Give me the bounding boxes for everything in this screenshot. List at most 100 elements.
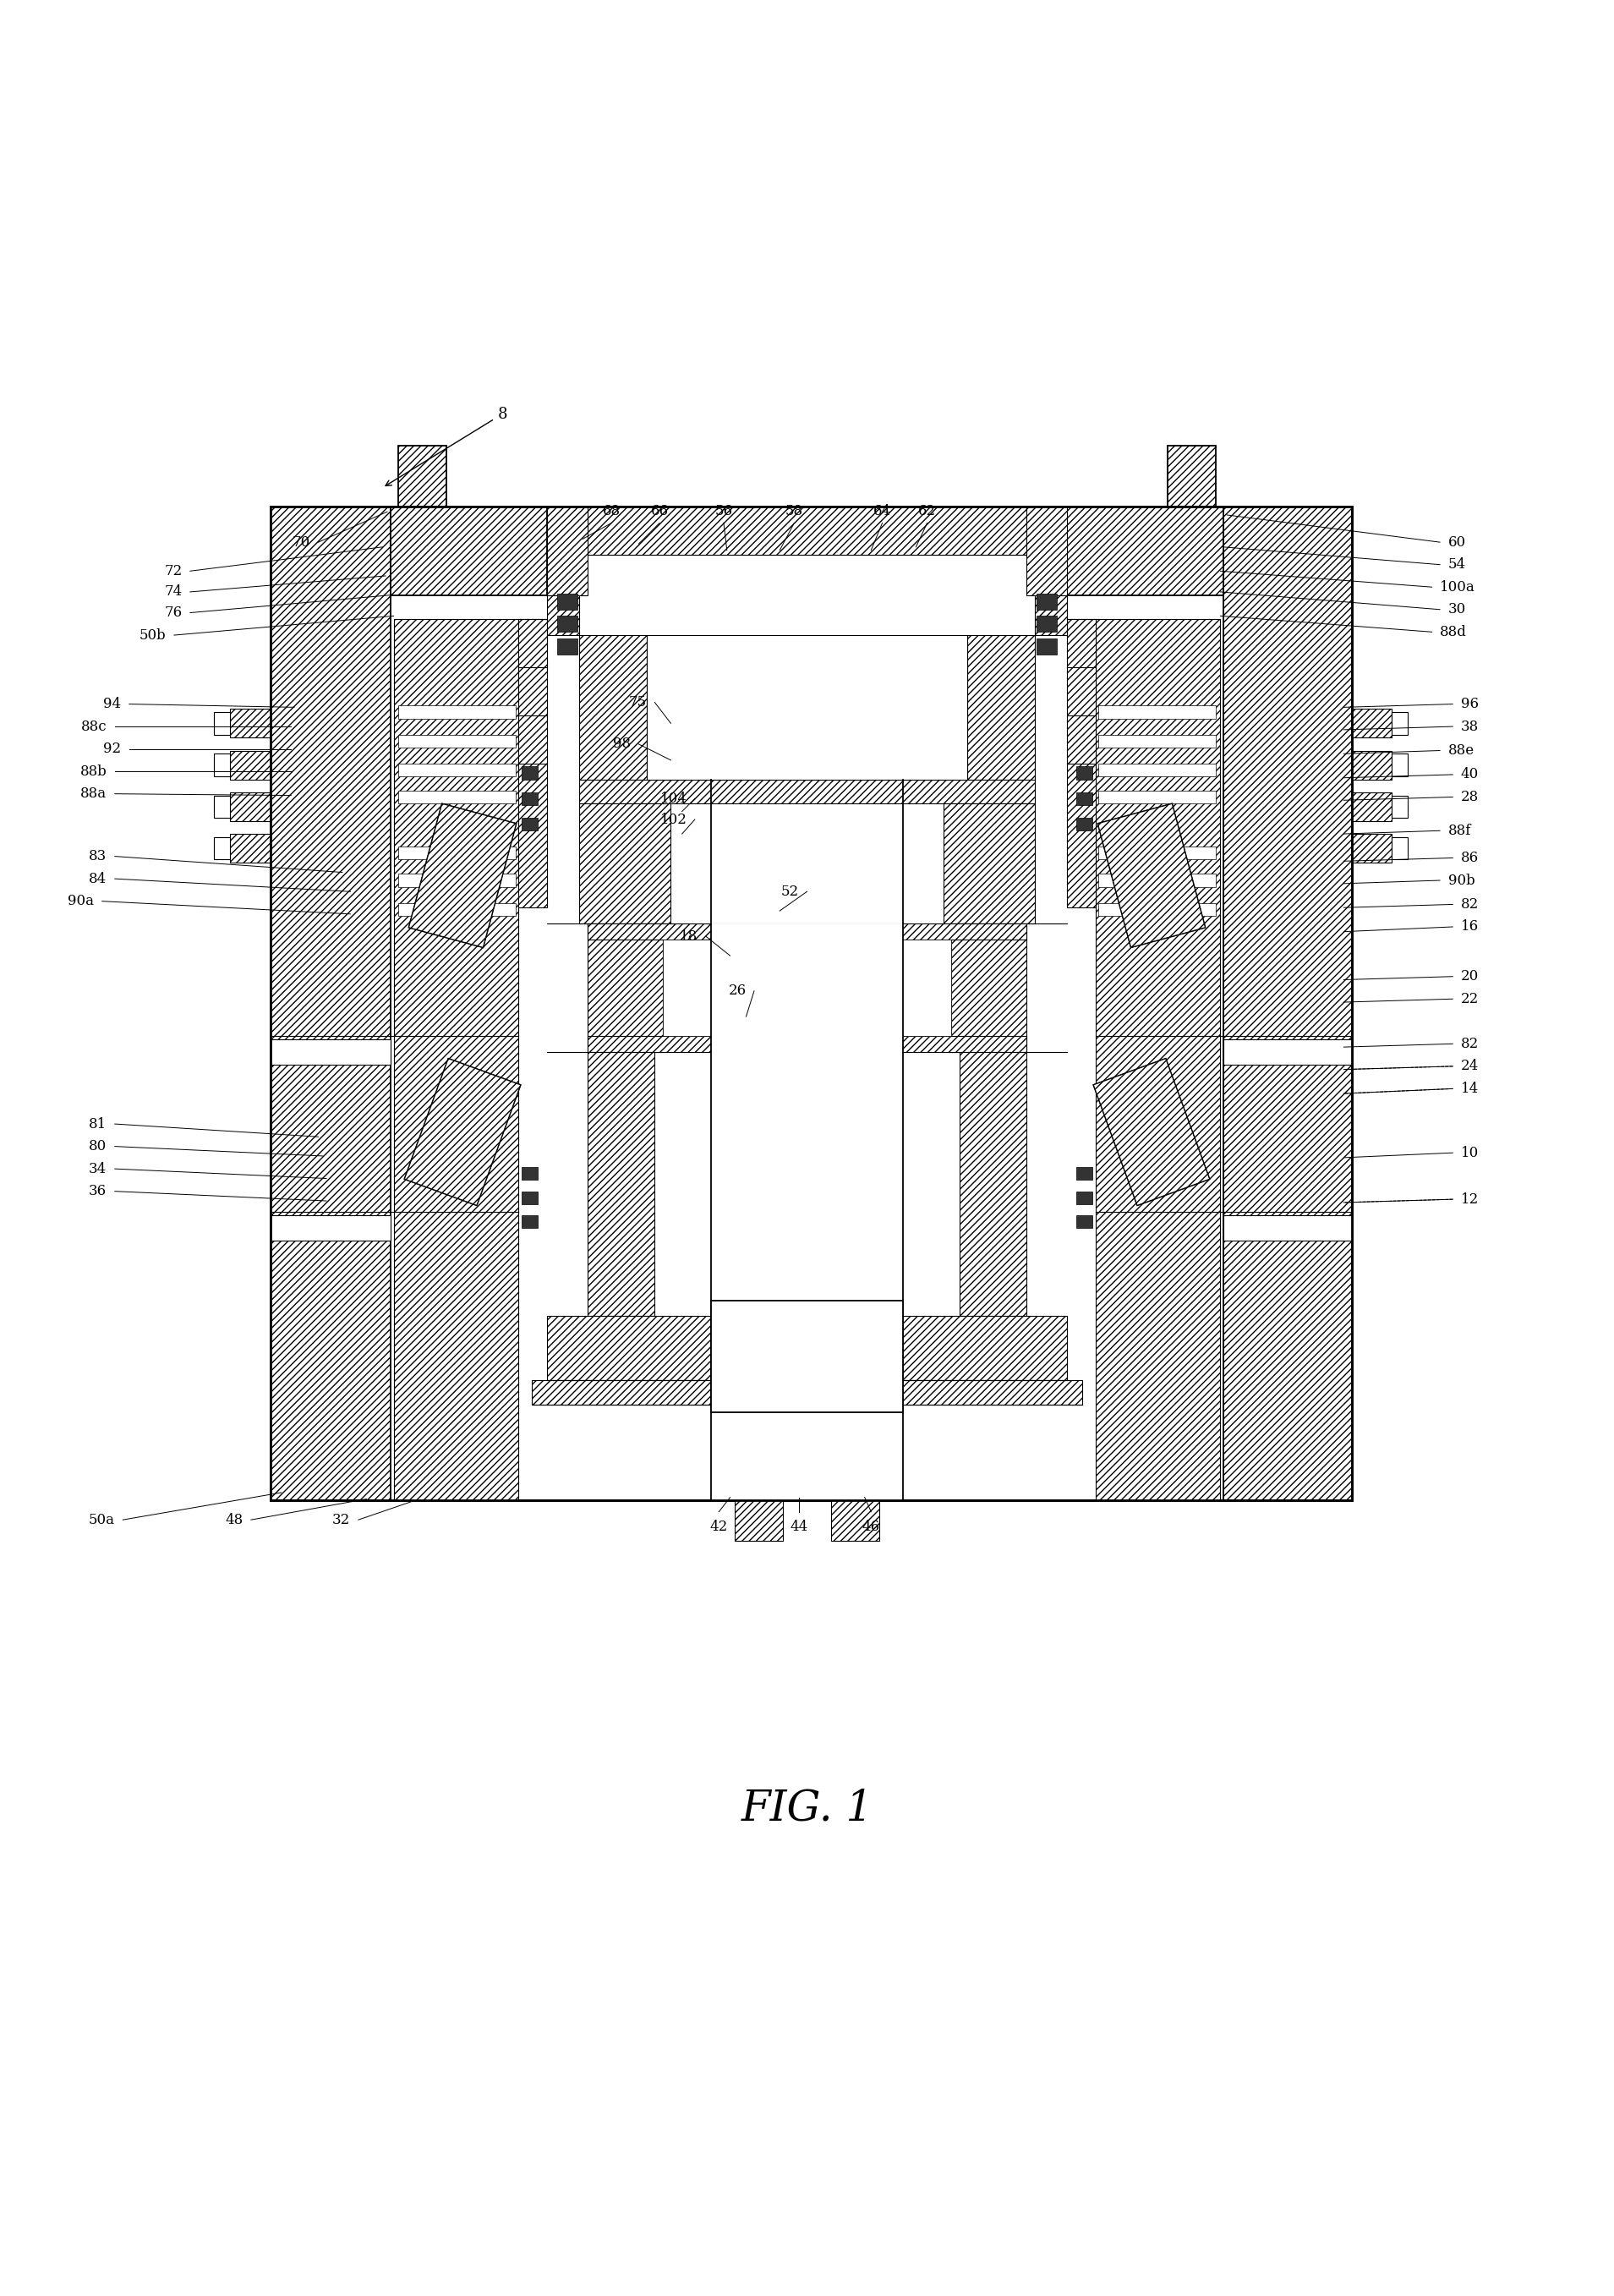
Polygon shape: [215, 794, 231, 817]
Polygon shape: [1391, 712, 1407, 735]
Text: 64: 64: [873, 503, 891, 519]
Bar: [270, 507, 1353, 1502]
Polygon shape: [579, 778, 1035, 804]
Polygon shape: [647, 636, 967, 778]
Text: 80: 80: [89, 1139, 107, 1153]
Text: 88e: 88e: [1448, 744, 1474, 758]
Polygon shape: [399, 847, 515, 859]
Polygon shape: [399, 705, 515, 719]
Polygon shape: [710, 923, 904, 1052]
Polygon shape: [710, 1380, 904, 1502]
Polygon shape: [959, 1052, 1027, 1316]
Polygon shape: [405, 1058, 521, 1205]
Text: 52: 52: [781, 884, 799, 898]
Text: 34: 34: [89, 1162, 107, 1176]
Text: 28: 28: [1461, 790, 1478, 804]
Polygon shape: [1093, 1058, 1209, 1205]
Text: 24: 24: [1461, 1058, 1478, 1075]
Polygon shape: [1093, 1058, 1209, 1205]
Text: 54: 54: [1448, 558, 1466, 572]
Polygon shape: [943, 804, 1035, 923]
Polygon shape: [399, 762, 515, 776]
Polygon shape: [710, 1052, 904, 1316]
Text: 58: 58: [786, 503, 804, 519]
Text: 40: 40: [1461, 767, 1478, 781]
Polygon shape: [231, 751, 270, 778]
Polygon shape: [1223, 1215, 1353, 1240]
Polygon shape: [1353, 833, 1391, 863]
Polygon shape: [710, 778, 904, 1421]
Text: 56: 56: [715, 503, 733, 519]
Polygon shape: [1099, 705, 1215, 719]
Polygon shape: [399, 875, 515, 886]
Bar: [270, 507, 1353, 1502]
Polygon shape: [215, 712, 231, 735]
Text: 68: 68: [602, 503, 620, 519]
Polygon shape: [1099, 762, 1215, 776]
Text: 83: 83: [89, 850, 107, 863]
Polygon shape: [587, 507, 1027, 556]
Polygon shape: [1077, 1215, 1093, 1228]
Polygon shape: [1099, 875, 1215, 886]
Polygon shape: [1223, 1040, 1353, 1065]
Polygon shape: [399, 790, 515, 804]
Polygon shape: [710, 1316, 904, 1380]
Text: 88b: 88b: [79, 765, 107, 778]
Polygon shape: [557, 615, 578, 631]
Polygon shape: [1077, 1166, 1093, 1180]
Polygon shape: [1035, 595, 1067, 636]
Polygon shape: [1098, 804, 1206, 948]
Text: 18: 18: [679, 930, 697, 944]
Polygon shape: [1077, 817, 1093, 831]
Polygon shape: [521, 1192, 537, 1203]
Text: 86: 86: [1461, 852, 1478, 866]
Text: 48: 48: [224, 1513, 244, 1527]
Text: 8: 8: [497, 406, 507, 422]
Polygon shape: [587, 1035, 1027, 1052]
Text: 46: 46: [862, 1520, 880, 1534]
Polygon shape: [531, 1380, 1083, 1405]
Text: 82: 82: [1461, 1035, 1478, 1052]
Text: 75: 75: [629, 696, 647, 709]
Text: 94: 94: [103, 698, 121, 712]
Text: 82: 82: [1461, 898, 1478, 912]
Polygon shape: [270, 507, 391, 1502]
Text: 50b: 50b: [139, 629, 166, 643]
Polygon shape: [547, 595, 579, 636]
Polygon shape: [215, 753, 231, 776]
Text: 88a: 88a: [81, 788, 107, 801]
Text: 72: 72: [165, 565, 182, 579]
Text: 38: 38: [1461, 719, 1478, 735]
Polygon shape: [1099, 735, 1215, 746]
Polygon shape: [579, 636, 647, 778]
Polygon shape: [408, 804, 516, 948]
Polygon shape: [1353, 751, 1391, 778]
Polygon shape: [1067, 507, 1223, 595]
Text: 88d: 88d: [1440, 625, 1467, 638]
Text: 16: 16: [1461, 921, 1478, 934]
Text: 90b: 90b: [1448, 872, 1475, 889]
Polygon shape: [1391, 753, 1407, 776]
Text: 26: 26: [728, 983, 746, 999]
Polygon shape: [663, 939, 951, 1035]
Polygon shape: [521, 792, 537, 806]
Polygon shape: [270, 1215, 391, 1240]
Polygon shape: [557, 592, 578, 608]
Polygon shape: [579, 804, 671, 923]
Polygon shape: [1353, 709, 1391, 737]
Polygon shape: [521, 1215, 537, 1228]
Text: 12: 12: [1461, 1192, 1478, 1205]
Polygon shape: [587, 923, 663, 1052]
Text: 22: 22: [1461, 992, 1478, 1006]
Text: 44: 44: [789, 1520, 809, 1534]
Polygon shape: [231, 709, 270, 737]
Text: 42: 42: [710, 1520, 728, 1534]
Text: 88c: 88c: [81, 719, 107, 735]
Text: 32: 32: [332, 1513, 350, 1527]
Polygon shape: [1027, 507, 1067, 595]
Polygon shape: [408, 804, 516, 948]
Polygon shape: [521, 1166, 537, 1180]
Polygon shape: [1036, 615, 1057, 631]
Text: 88f: 88f: [1448, 824, 1470, 838]
Polygon shape: [951, 923, 1027, 1052]
